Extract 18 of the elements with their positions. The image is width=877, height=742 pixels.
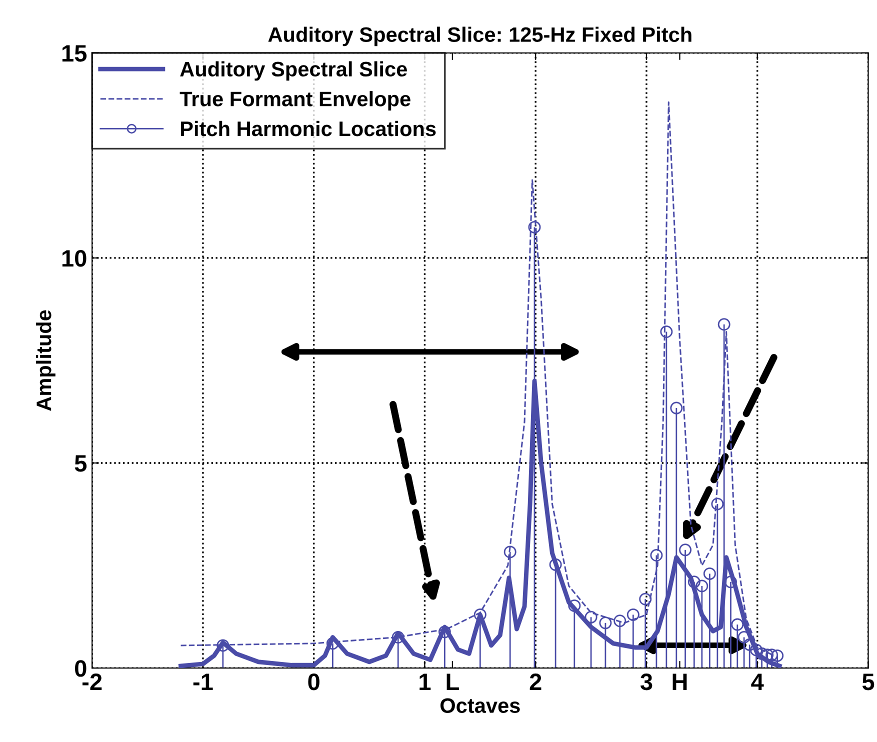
x-tick-label: L	[446, 674, 459, 690]
x-tick-label: 2	[530, 674, 542, 690]
legend-label: Auditory Spectral Slice	[180, 61, 407, 81]
x-tick-label: 4	[751, 674, 764, 690]
x-tick-label: H	[672, 674, 687, 690]
x-tick-label: 5	[862, 674, 874, 690]
y-axis-title: Amplitude	[36, 310, 56, 411]
x-axis-title: Octaves	[440, 698, 520, 713]
x-tick-label: -1	[193, 674, 213, 690]
x-tick-label: 3	[640, 674, 652, 690]
y-tick-label: 5	[74, 455, 87, 472]
x-tick-label: 1	[420, 674, 431, 690]
chart-title: Auditory Spectral Slice: 125-Hz Fixed Pitch	[268, 26, 692, 46]
legend-label: Pitch Harmonic Locations	[180, 120, 436, 136]
y-tick-label: 15	[62, 45, 87, 62]
y-tick-label: 10	[62, 250, 86, 267]
legend-label: True Formant Envelope	[180, 91, 410, 110]
x-tick-label: 0	[308, 674, 320, 690]
